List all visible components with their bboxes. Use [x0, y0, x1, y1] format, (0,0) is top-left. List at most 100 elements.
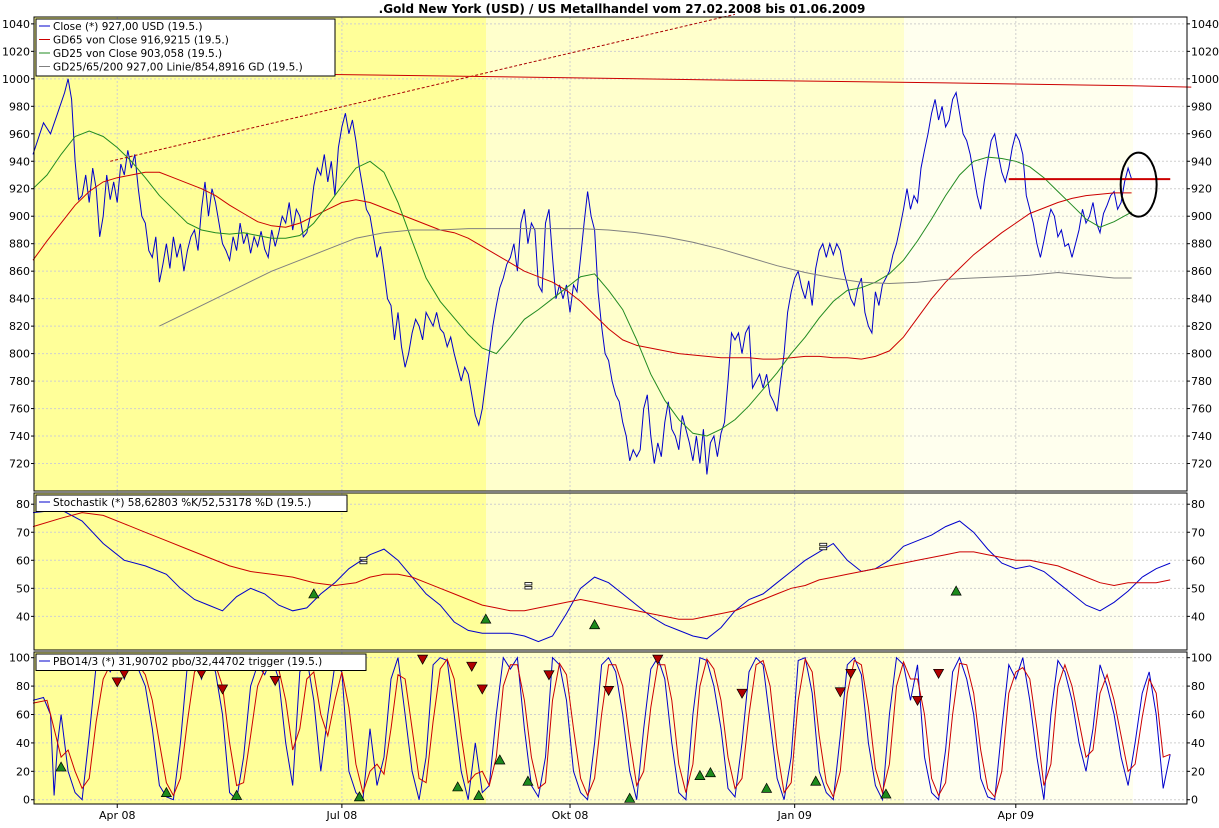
y-tick-label-right: 20	[1191, 765, 1205, 778]
panel-frame-price	[33, 16, 1188, 492]
x-tick-label: Apr 09	[998, 809, 1035, 822]
y-tick-label-right: 760	[1191, 403, 1212, 416]
buy-signal-triangle	[880, 788, 892, 799]
series-close-line	[32, 78, 1133, 475]
equal-signal-mark	[819, 542, 828, 547]
legends: Close (*) 927,00 USD (19.5.) GD65 von Clo…	[35, 18, 367, 671]
y-tick-label-right: 70	[1191, 526, 1205, 539]
background-band	[904, 652, 1133, 804]
legend-label: GD65 von Close 916,9215 (19.5.)	[53, 35, 229, 47]
buy-signal-triangle	[308, 588, 320, 599]
equal-signal-mark	[359, 556, 368, 561]
buy-signal-triangle	[452, 781, 464, 792]
y-tick-label-right: 820	[1191, 320, 1212, 333]
legend-box	[35, 494, 348, 512]
legend-box	[35, 18, 336, 77]
equal-signal-mark	[524, 586, 533, 590]
background-band	[34, 493, 486, 650]
sell-signal-triangle	[111, 677, 123, 688]
y-tick-label-left: 50	[16, 582, 30, 595]
background-bands	[34, 17, 1133, 804]
sell-signal-triangle	[476, 684, 488, 695]
sell-signal-triangle	[932, 668, 945, 680]
y-tick-label-right: 50	[1191, 582, 1205, 595]
sell-signal-triangle	[845, 668, 857, 680]
y-tick-label-right: 900	[1191, 210, 1212, 223]
y-tick-label-right: 100	[1191, 652, 1212, 665]
y-tick-label-left: 900	[9, 210, 30, 223]
chart-title: .Gold New York (USD) / US Metallhandel v…	[379, 2, 866, 16]
sell-signal-triangle	[269, 676, 281, 687]
y-tick-label-left: 760	[9, 403, 30, 416]
y-tick-label-right: 840	[1191, 293, 1212, 306]
y-tick-label-left: 980	[9, 100, 30, 113]
background-band	[904, 493, 1133, 650]
panel-frames	[33, 16, 1188, 805]
series-layer	[32, 13, 1192, 802]
y-tick-label-right: 40	[1191, 610, 1205, 623]
buy-signal-triangle	[760, 782, 773, 793]
series-%k-line	[32, 509, 1171, 643]
sell-signal-triangle	[603, 686, 615, 697]
background-band	[486, 493, 904, 650]
y-tick-label-left: 40	[16, 737, 30, 750]
buy-signal-triangle	[353, 791, 366, 802]
y-tick-label-right: 1040	[1191, 18, 1219, 31]
y-tick-label-left: 1040	[2, 18, 30, 31]
y-tick-label-right: 800	[1191, 348, 1212, 361]
buy-signal-triangle	[704, 767, 717, 778]
sell-signal-triangle	[736, 688, 748, 699]
buy-signal-triangle	[480, 613, 492, 624]
y-tick-label-right: 960	[1191, 128, 1212, 141]
y-tick-label-right: 740	[1191, 430, 1212, 443]
x-tick-label: Okt 08	[552, 809, 589, 822]
y-tick-label-right: 80	[1191, 498, 1205, 511]
equal-signal-mark	[524, 582, 533, 586]
panel-frame-stochastik	[33, 492, 1188, 651]
y-tick-label-right: 860	[1191, 265, 1212, 278]
y-tick-label-right: 720	[1191, 458, 1212, 471]
y-tick-label-right: 940	[1191, 155, 1212, 168]
background-band	[904, 17, 1133, 491]
sell-signal-triangle	[652, 654, 664, 665]
y-tick-label-left: 80	[16, 498, 30, 511]
x-tick-label: Jan 09	[776, 809, 811, 822]
highlight-ellipse	[1119, 151, 1158, 218]
buy-signal-triangle	[230, 789, 243, 800]
series-gd65-line	[32, 171, 1132, 360]
y-tick-label-right: 0	[1191, 794, 1198, 807]
legend-label: GD25/65/200 927,00 Linie/854,8916 GD (19…	[53, 62, 303, 74]
y-tick-label-left: 940	[9, 155, 30, 168]
y-tick-label-left: 60	[16, 554, 30, 567]
panel-frame-pbo	[33, 651, 1188, 805]
sell-signal-triangle	[543, 670, 555, 681]
buy-signal-triangle	[473, 789, 485, 800]
y-tick-label-left: 720	[9, 458, 30, 471]
legend-label: PBO14/3 (*) 31,90702 pbo/32,44702 trigge…	[53, 656, 322, 668]
series-flat1000-line	[243, 72, 1192, 88]
y-tick-label-left: 780	[9, 375, 30, 388]
y-tick-label-left: 20	[16, 765, 30, 778]
buy-signal-triangle	[55, 761, 67, 772]
y-tick-label-left: 40	[16, 610, 30, 623]
y-tick-label-left: 960	[9, 128, 30, 141]
y-tick-label-left: 820	[9, 320, 30, 333]
buy-signal-triangle	[810, 775, 822, 786]
y-tick-label-left: 100	[9, 652, 30, 665]
y-tick-label-left: 0	[23, 794, 30, 807]
y-tick-label-left: 1020	[2, 45, 30, 58]
y-tick-label-right: 40	[1191, 737, 1205, 750]
signal-layer	[55, 151, 1171, 803]
series-%d-line	[32, 512, 1171, 620]
equal-signal-mark	[819, 546, 828, 551]
y-tick-label-right: 920	[1191, 183, 1212, 196]
buy-signal-triangle	[522, 775, 534, 786]
buy-signal-triangle	[589, 619, 601, 630]
sell-signal-triangle	[911, 695, 924, 707]
buy-signal-triangle	[160, 786, 172, 797]
buy-signal-triangle	[494, 754, 506, 765]
sell-signal-triangle	[466, 661, 478, 672]
